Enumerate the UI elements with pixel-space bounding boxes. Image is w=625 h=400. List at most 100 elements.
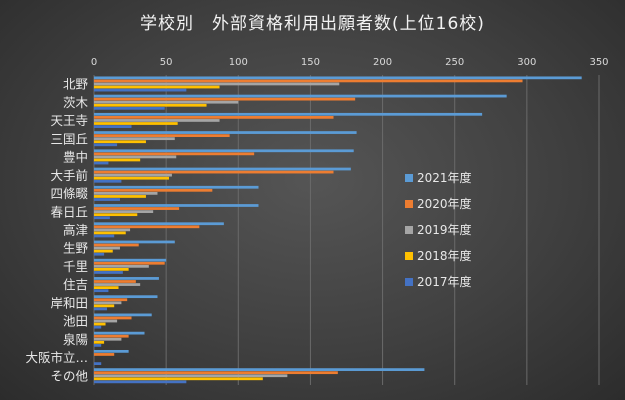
- bar: [94, 243, 139, 247]
- bar: [94, 286, 119, 290]
- bar: [94, 94, 507, 98]
- bar: [94, 252, 105, 256]
- bar: [94, 198, 120, 201]
- bar: [94, 325, 102, 329]
- x-tick-label: 250: [445, 57, 464, 68]
- category-label: 三国丘: [50, 131, 88, 146]
- bar: [94, 301, 122, 305]
- bar: [94, 216, 110, 220]
- bar: [94, 371, 338, 375]
- bar: [94, 125, 132, 128]
- bar: [94, 231, 126, 235]
- category-label: 大阪市立…: [25, 350, 88, 365]
- bar: [94, 277, 159, 280]
- bar: [94, 337, 122, 341]
- bar: [94, 88, 187, 92]
- bar: [94, 152, 255, 156]
- legend-label: 2018年度: [417, 248, 472, 263]
- bar: [94, 298, 128, 302]
- bar: [94, 158, 141, 162]
- bar: [94, 131, 357, 134]
- bar: [94, 362, 102, 366]
- bar: [94, 222, 224, 226]
- bar: [94, 228, 131, 232]
- bar: [94, 176, 170, 180]
- legend-swatch: [405, 252, 413, 260]
- legend-swatch: [405, 200, 413, 208]
- category-label: 生野: [63, 241, 89, 256]
- category-label: 四條畷: [50, 186, 88, 201]
- bar: [94, 210, 154, 213]
- bar: [94, 100, 239, 104]
- category-label: 高津: [63, 223, 88, 238]
- legend-label: 2021年度: [417, 170, 472, 185]
- category-label: 春日丘: [50, 204, 88, 219]
- bar: [94, 313, 152, 317]
- category-label: 池田: [63, 314, 88, 329]
- bar: [94, 295, 158, 299]
- x-tick-label: 150: [301, 57, 320, 68]
- bar: [94, 249, 113, 253]
- bar: [94, 246, 120, 250]
- bar: [94, 179, 122, 183]
- bar: [94, 280, 136, 283]
- bar: [94, 161, 109, 165]
- category-label: 天王寺: [50, 113, 88, 128]
- bar: [94, 234, 115, 238]
- bar: [94, 240, 175, 244]
- bar: [94, 264, 149, 268]
- bar: [94, 76, 582, 80]
- bar: [94, 207, 180, 210]
- legend-swatch: [405, 226, 413, 234]
- bar: [94, 103, 207, 107]
- bar: [94, 268, 129, 271]
- bar: [94, 143, 118, 147]
- bar: [94, 304, 115, 308]
- bar: [94, 149, 354, 153]
- bar: [94, 155, 177, 159]
- bar: [94, 316, 132, 320]
- category-label: 岸和田: [50, 295, 88, 310]
- x-tick-label: 50: [160, 57, 173, 68]
- bar: [94, 185, 259, 189]
- legend-label: 2020年度: [417, 196, 472, 211]
- x-tick-label: 300: [517, 57, 536, 68]
- bar: [94, 322, 106, 326]
- bar: [94, 374, 288, 378]
- bar: [94, 115, 334, 119]
- chart-title: 学校別 外部資格利用出願者数(上位16校): [140, 14, 485, 34]
- bar: [94, 195, 146, 198]
- legend-swatch: [405, 278, 413, 286]
- category-label: 北野: [63, 77, 89, 92]
- x-tick-label: 100: [229, 57, 248, 68]
- bar: [94, 289, 109, 293]
- bar: [94, 140, 146, 144]
- bar: [94, 119, 220, 122]
- bar: [94, 261, 165, 265]
- bar: [94, 112, 483, 116]
- bar: [94, 225, 200, 229]
- bar: [94, 191, 158, 195]
- bar: [94, 349, 129, 353]
- bar: [94, 97, 356, 101]
- bar: [94, 353, 115, 356]
- bar: [94, 271, 123, 274]
- bar: [94, 85, 220, 89]
- bar: [94, 368, 425, 371]
- bar: [94, 283, 141, 286]
- bar: [94, 307, 107, 311]
- bar: [94, 188, 213, 192]
- category-label: 茨木: [63, 95, 89, 110]
- bar: [94, 106, 165, 110]
- category-label: 泉陽: [63, 332, 88, 347]
- bar: [94, 377, 263, 381]
- category-label: 住吉: [63, 277, 88, 292]
- bar: [94, 334, 129, 338]
- legend-swatch: [405, 174, 413, 182]
- bar: [94, 340, 105, 344]
- bar: [94, 79, 523, 83]
- category-label: その他: [50, 368, 88, 383]
- bar: [94, 170, 334, 174]
